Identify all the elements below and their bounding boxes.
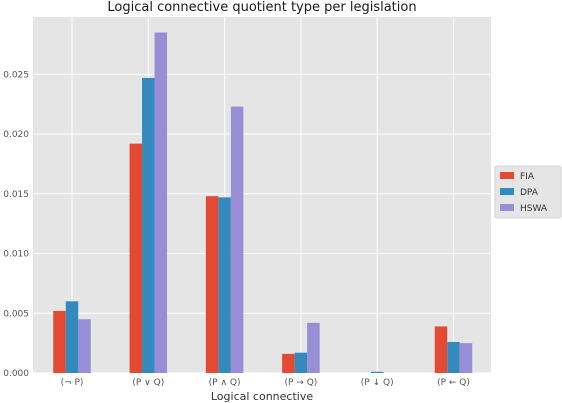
legend-label-fia: FIA — [520, 172, 535, 182]
bar-dpa-5 — [447, 341, 460, 373]
bar-hswa-5 — [459, 343, 473, 373]
y-tick-label: 0.005 — [3, 309, 29, 319]
plot-area — [33, 17, 491, 373]
x-tick-label: (P ← Q) — [437, 378, 470, 388]
y-tick-label: 0.000 — [3, 369, 29, 379]
grid-lines — [33, 17, 491, 374]
bar-fia-5 — [434, 326, 448, 373]
x-tick-label: (P → Q) — [285, 378, 318, 388]
legend: FIA DPA HSWA — [494, 165, 562, 219]
x-tick-label: (P ∧ Q) — [209, 378, 241, 388]
x-tick-label: (P ∨ Q) — [132, 378, 164, 388]
bar-fia-2 — [205, 196, 219, 373]
y-tick-label: 0.015 — [3, 190, 29, 200]
bar-hswa-3 — [307, 322, 320, 373]
legend-swatch-dpa — [500, 188, 514, 195]
bar-dpa-3 — [294, 352, 308, 373]
bar-dpa-1 — [142, 77, 155, 373]
legend-swatch-fia — [500, 172, 514, 179]
y-tick-label: 0.010 — [3, 250, 29, 260]
y-axis-ticks: 0.000 0.005 0.010 0.015 0.020 0.025 — [3, 70, 29, 379]
x-axis-ticks: (¬ P) (P ∨ Q) (P ∧ Q) (P → Q) (P ↓ Q) (P ← Q) — [61, 378, 470, 388]
chart-title: Logical connective quotient type per leg… — [107, 0, 416, 15]
bar-dpa-0 — [65, 301, 79, 373]
legend-label-hswa: HSWA — [520, 204, 548, 214]
legend-label-dpa: DPA — [520, 188, 539, 198]
bar-fia-3 — [282, 353, 295, 373]
bar-fia-0 — [53, 310, 66, 373]
y-tick-label: 0.020 — [3, 130, 29, 140]
bar-dpa-4 — [370, 371, 384, 373]
x-axis-label: Logical connective — [211, 390, 313, 403]
bar-dpa-2 — [218, 197, 231, 373]
bar-hswa-0 — [78, 319, 91, 373]
bar-hswa-1 — [154, 32, 168, 373]
x-tick-label: (P ↓ Q) — [361, 378, 394, 388]
y-tick-label: 0.025 — [3, 70, 29, 80]
bars — [53, 32, 473, 373]
legend-swatch-hswa — [500, 204, 514, 211]
x-tick-label: (¬ P) — [61, 378, 84, 388]
bar-hswa-2 — [230, 106, 244, 373]
bar-fia-1 — [129, 143, 143, 373]
